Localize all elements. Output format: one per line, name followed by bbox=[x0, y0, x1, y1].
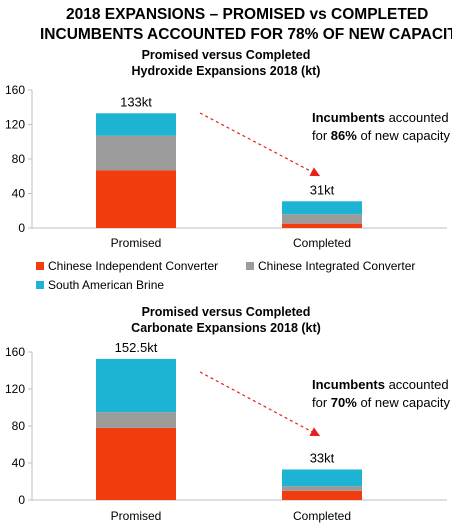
chart2-title: Promised versus Completed bbox=[141, 305, 311, 319]
chart1-subtitle: Hydroxide Expansions 2018 (kt) bbox=[131, 64, 321, 78]
chart2-category-label-completed: Completed bbox=[293, 509, 351, 523]
chart1-bar-completed-chinese-independent bbox=[282, 223, 362, 228]
chart1-bar-promised-south-american bbox=[96, 113, 176, 136]
chart2-annotation-bold1: Incumbents bbox=[312, 377, 385, 392]
chart2-y-tick-label: 80 bbox=[12, 419, 26, 433]
chart2-annotation-bold2: 70% bbox=[330, 395, 357, 410]
chart1-category-label-promised: Promised bbox=[111, 236, 162, 250]
chart1-y-tick-label: 120 bbox=[5, 118, 25, 132]
chart1-y-tick-label: 80 bbox=[12, 152, 26, 166]
chart1-title: Promised versus Completed bbox=[141, 48, 311, 62]
chart2-bar-promised-south-american bbox=[96, 358, 176, 413]
header-line-1: 2018 EXPANSIONS – PROMISED vs COMPLETED bbox=[66, 6, 429, 23]
chart2-y-tick-label: 160 bbox=[5, 345, 25, 359]
legend-swatch-chinese-independent bbox=[36, 261, 44, 270]
chart2-y-tick-label: 40 bbox=[12, 456, 26, 470]
chart2-bar-completed-chinese-integrated bbox=[282, 486, 362, 491]
chart1-bar-promised-chinese-independent bbox=[96, 170, 176, 228]
header-line-2: INCUMBENTS ACCOUNTED FOR 78% OF NEW CAPA… bbox=[40, 26, 452, 43]
chart2-total-label-completed: 33kt bbox=[310, 450, 335, 465]
chart2-y-tick-label: 0 bbox=[18, 493, 25, 507]
chart1-total-label-completed: 31kt bbox=[310, 182, 335, 197]
chart2-trend-arrow bbox=[199, 371, 321, 437]
legend-label-chinese-independent: Chinese Independent Converter bbox=[48, 259, 219, 273]
legend-label-south-american: South American Brine bbox=[48, 278, 165, 292]
chart2-bar-completed-south-american bbox=[282, 469, 362, 487]
legend-item-chinese-integrated: Chinese Integrated Converter bbox=[246, 259, 415, 273]
chart1-y-tick-label: 160 bbox=[5, 83, 25, 97]
chart1-total-label-promised: 133kt bbox=[120, 94, 152, 109]
chart1-bar-completed-chinese-integrated bbox=[282, 214, 362, 224]
chart1-annotation-suf2: of new capacity bbox=[356, 128, 451, 143]
legend-swatch-chinese-integrated bbox=[246, 261, 254, 270]
chart2-total-label-promised: 152.5kt bbox=[115, 340, 158, 355]
chart2-bar-promised-chinese-independent bbox=[96, 427, 176, 500]
chart1-y-tick-label: 40 bbox=[12, 187, 26, 201]
chart2-annotation: Incumbents accounted for 70% of new capa… bbox=[312, 376, 450, 412]
chart2-y-tick-label: 120 bbox=[5, 382, 25, 396]
legend-item-south-american: South American Brine bbox=[36, 278, 164, 292]
chart1-bar-promised-chinese-integrated bbox=[96, 135, 176, 171]
chart1-category-label-completed: Completed bbox=[293, 236, 351, 250]
chart1-annotation-mid: accounted bbox=[384, 110, 449, 125]
chart1-annotation-pre2: for bbox=[312, 128, 331, 143]
chart2-subtitle: Carbonate Expansions 2018 (kt) bbox=[131, 321, 321, 335]
chart1-annotation: Incumbents accounted for 86% of new capa… bbox=[312, 109, 450, 145]
legend-swatch-south-american bbox=[36, 280, 44, 289]
legend-item-chinese-independent: Chinese Independent Converter bbox=[36, 259, 218, 273]
chart1-annotation-bold2: 86% bbox=[330, 128, 357, 143]
legend-label-chinese-integrated: Chinese Integrated Converter bbox=[258, 259, 416, 273]
chart2-bar-completed-chinese-independent bbox=[282, 490, 362, 500]
chart1-y-tick-label: 0 bbox=[18, 221, 25, 235]
chart2-annotation-pre2: for bbox=[312, 395, 331, 410]
chart2-category-label-promised: Promised bbox=[111, 509, 162, 523]
chart1-trend-arrow bbox=[199, 112, 321, 177]
chart1-bar-completed-south-american bbox=[282, 201, 362, 215]
chart2-bar-promised-chinese-integrated bbox=[96, 412, 176, 428]
chart1-annotation-bold1: Incumbents bbox=[312, 110, 385, 125]
chart2-annotation-mid: accounted bbox=[384, 377, 449, 392]
chart2-annotation-suf2: of new capacity bbox=[356, 395, 451, 410]
